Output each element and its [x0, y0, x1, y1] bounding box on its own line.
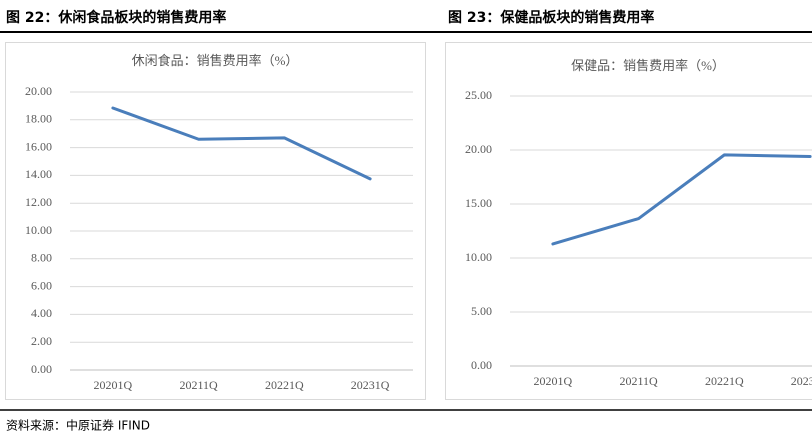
y-tick-label: 6.00 — [31, 278, 52, 292]
y-tick-label: 15.00 — [465, 196, 492, 210]
x-tick-label: 20211Q — [620, 374, 659, 388]
x-tick-label: 20231Q — [351, 378, 390, 392]
x-tick-label: 20231Q — [791, 374, 812, 388]
y-tick-label: 8.00 — [31, 251, 52, 265]
chart-title: 保健品：销售费用率（%） — [571, 58, 725, 73]
y-tick-label: 18.00 — [25, 112, 52, 126]
x-tick-label: 20201Q — [94, 378, 133, 392]
y-tick-label: 25.00 — [465, 88, 492, 102]
y-tick-label: 0.00 — [471, 358, 492, 372]
line — [551, 153, 812, 246]
y-tick-label: 20.00 — [25, 84, 52, 98]
x-tick-label: 20221Q — [265, 378, 304, 392]
x-tick-label: 20221Q — [705, 374, 744, 388]
figure-caption: 图 23：保健品板块的销售费用率 — [448, 9, 654, 26]
chart-frame — [445, 42, 812, 400]
y-tick-label: 20.00 — [465, 142, 492, 156]
figure-caption: 图 22：休闲食品板块的销售费用率 — [6, 9, 226, 26]
y-tick-label: 14.00 — [25, 167, 52, 181]
chart-frame — [5, 42, 426, 400]
y-tick-label: 10.00 — [25, 223, 52, 237]
source: 资料来源：中原证券 IFIND — [6, 418, 150, 433]
chart-title: 休闲食品：销售费用率（%） — [132, 53, 299, 68]
y-tick-label: 2.00 — [31, 334, 52, 348]
y-tick-label: 0.00 — [31, 362, 52, 376]
y-tick-label: 10.00 — [465, 250, 492, 264]
y-tick-label: 16.00 — [25, 139, 52, 153]
x-tick-label: 20201Q — [534, 374, 573, 388]
x-tick-label: 20211Q — [180, 378, 219, 392]
line — [111, 106, 372, 181]
y-tick-label: 5.00 — [471, 304, 492, 318]
y-tick-label: 12.00 — [25, 195, 52, 209]
y-tick-label: 4.00 — [31, 306, 52, 320]
